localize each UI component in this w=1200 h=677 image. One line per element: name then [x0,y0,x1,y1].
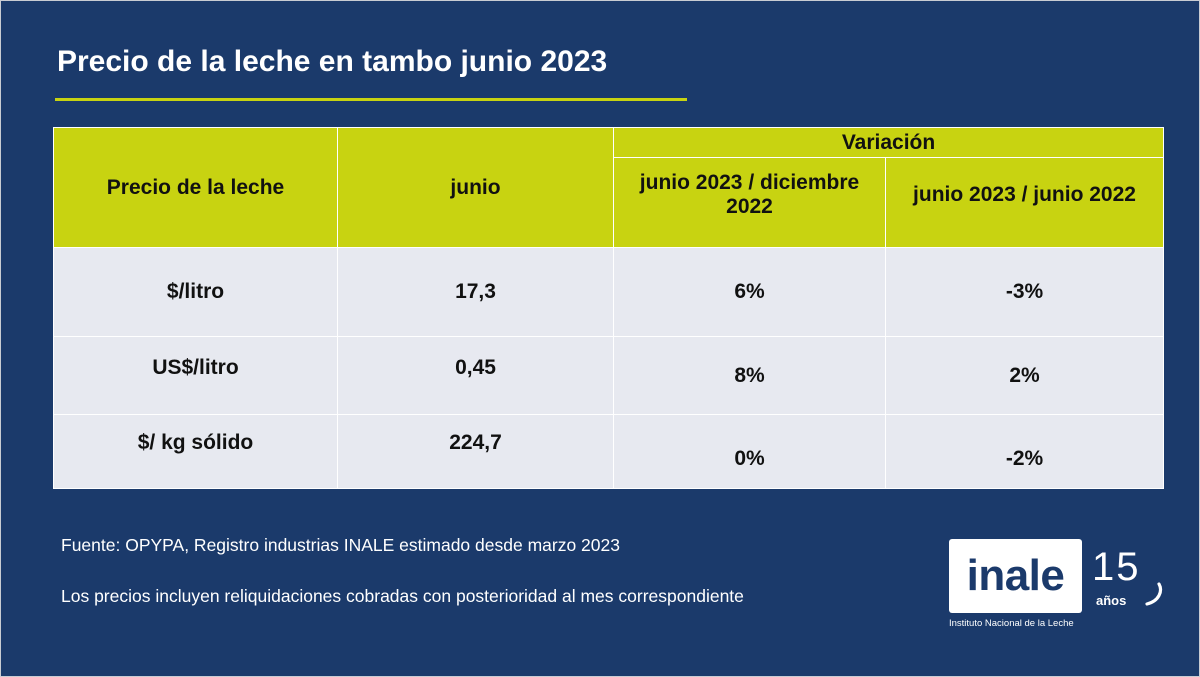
row-value: 17,3 [337,246,614,338]
logo-wordmark: inale [966,551,1065,600]
row-value: 0,45 [337,336,614,415]
table-row: $/litro 17,3 6% -3% [53,246,1165,338]
table-row: $/ kg sólido 224,7 0% -2% [53,413,1165,490]
row-label-text: $/ kg sólido [137,431,254,455]
header-variation: Variación [612,127,1165,158]
row-var-jun: -3% [884,246,1165,338]
row-value: 224,7 [337,413,614,490]
slide-title: Precio de la leche en tambo junio 2023 [57,45,608,78]
row-value-text: 224,7 [449,431,502,455]
row-label-text: US$/litro [152,355,239,379]
source-footnote: Fuente: OPYPA, Registro industrias INALE… [61,535,620,555]
inale-logo: inale [949,539,1082,613]
row-var-jun: -2% [884,413,1165,490]
row-var-jun: 2% [884,336,1165,415]
header-var-jun: junio 2023 / junio 2022 [884,157,1165,248]
header-var-jun-label: junio 2023 / junio 2022 [913,182,1136,206]
header-june: junio [337,127,614,248]
row-label: US$/litro [53,336,338,415]
row-label: $/litro [53,246,338,338]
header-var-dec: junio 2023 / diciembre 2022 [613,157,886,248]
anniversary-arc-icon [1145,582,1163,606]
table-row: US$/litro 0,45 8% 2% [53,336,1165,415]
header-price-of-milk: Precio de la leche [53,127,338,248]
row-value-text: 0,45 [455,355,496,379]
anniversary-unit: años [1096,593,1127,608]
milk-price-table: Precio de la leche junio Variación junio… [53,127,1165,490]
anniversary-number: 15 [1092,545,1141,589]
header-var-dec-label: junio 2023 / diciembre 2022 [639,170,860,218]
title-underline [55,98,687,101]
row-var-jun-text: -2% [1005,447,1044,471]
row-var-dec: 6% [613,246,886,338]
row-var-dec: 8% [613,336,886,415]
logo-subtitle: Instituto Nacional de la Leche [949,618,1074,629]
row-label: $/ kg sólido [53,413,338,490]
pricing-note: Los precios incluyen reliquidaciones cob… [61,586,744,606]
row-var-dec: 0% [613,413,886,490]
row-var-dec-text: 0% [734,447,765,471]
